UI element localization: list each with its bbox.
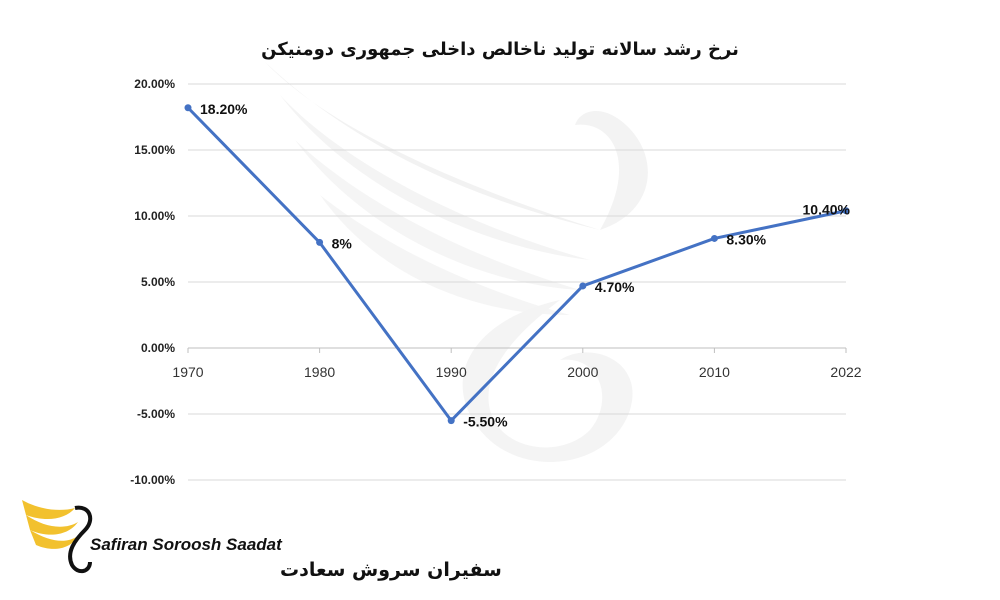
y-tick-label: 0.00%	[141, 341, 175, 355]
gridlines	[188, 83, 846, 481]
y-axis-ticks: 20.00% 15.00% 10.00% 5.00% 0.00% -5.00% -10.00…	[130, 77, 175, 487]
x-tick-label: 2000	[567, 364, 598, 380]
data-point	[579, 282, 587, 290]
x-axis-ticks: 1970 1980 1990 2000 2010 2022	[172, 364, 861, 380]
data-label: 4.70%	[595, 279, 635, 295]
chart-title: نرخ رشد سالانه تولید ناخالص داخلی جمهوری…	[261, 39, 739, 60]
data-labels: 18.20% 8% -5.50% 4.70% 8.30% 10.40%	[200, 101, 851, 430]
y-tick-label: -10.00%	[130, 473, 175, 487]
data-point	[447, 417, 455, 425]
axes	[187, 347, 847, 353]
watermark-logo	[265, 62, 648, 463]
data-point	[842, 207, 850, 215]
data-point	[710, 234, 718, 242]
y-tick-label: 15.00%	[134, 143, 175, 157]
data-label: -5.50%	[463, 414, 508, 430]
series-line	[186, 106, 847, 423]
x-tick-label: 1970	[172, 364, 203, 380]
y-tick-label: 10.00%	[134, 209, 175, 223]
data-label: 8%	[332, 235, 353, 251]
data-points	[184, 104, 850, 425]
logo-text-fa: سفیران سروش سعادت	[280, 559, 502, 581]
data-point	[316, 238, 324, 246]
logo-text-en: Safiran Soroosh Saadat	[90, 535, 283, 554]
logo-wing-icon	[22, 500, 75, 520]
y-tick-label: -5.00%	[137, 407, 175, 421]
y-tick-label: 20.00%	[134, 77, 175, 91]
x-tick-label: 1980	[304, 364, 335, 380]
x-tick-label: 1990	[436, 364, 467, 380]
data-label: 18.20%	[200, 101, 248, 117]
y-tick-label: 5.00%	[141, 275, 175, 289]
data-label: 10.40%	[803, 202, 851, 218]
data-label: 8.30%	[726, 231, 766, 247]
x-tick-label: 2010	[699, 364, 730, 380]
brand-logo: Safiran Soroosh Saadat سفیران سروش سعادت	[22, 500, 502, 581]
x-tick-label: 2022	[830, 364, 861, 380]
data-point	[184, 104, 192, 112]
